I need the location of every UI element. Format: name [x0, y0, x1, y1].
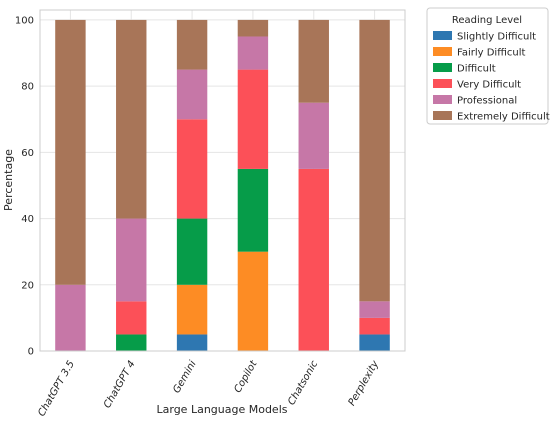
- y-tick-label: 100: [15, 15, 34, 26]
- bar-segment: [116, 218, 147, 302]
- legend-title: Reading Level: [452, 15, 522, 26]
- bar-segment: [176, 69, 208, 120]
- bar-segment: [237, 251, 269, 351]
- bar-segment: [176, 218, 208, 285]
- bar-segment: [176, 284, 208, 335]
- bar-segment: [298, 19, 329, 103]
- bar-segment: [237, 36, 269, 70]
- legend-swatch: [433, 47, 452, 56]
- bar-segment: [237, 19, 269, 37]
- bar-segment: [55, 19, 86, 285]
- legend-label: Professional: [457, 96, 517, 107]
- bars: [55, 19, 390, 351]
- legend-swatch: [433, 79, 452, 88]
- bar-segment: [176, 119, 208, 219]
- y-axis-label: Percentage: [2, 149, 15, 211]
- bar-segment: [298, 102, 329, 169]
- legend-label: Difficult: [457, 64, 496, 75]
- legend-box: [426, 7, 549, 125]
- bar-segment: [55, 284, 86, 351]
- legend-swatch: [433, 63, 452, 72]
- legend-items: Slightly Difficult Fairly Difficult Diffic…: [433, 31, 550, 123]
- bar-segment: [116, 19, 147, 219]
- plot-background: [40, 10, 405, 351]
- legend-swatch: [433, 31, 452, 40]
- y-tick-label: 80: [21, 82, 34, 93]
- bar-segment: [359, 334, 390, 351]
- legend-label: Very Difficult: [457, 80, 521, 91]
- x-axis-label: Large Language Models: [157, 403, 288, 416]
- legend-label: Fairly Difficult: [457, 48, 525, 59]
- x-tick-label: Copilot: [232, 358, 260, 395]
- legend-swatch: [433, 111, 452, 120]
- x-tick-label: Chatsonic: [286, 359, 320, 408]
- x-tick-label: Gemini: [171, 359, 198, 395]
- bar-segment: [298, 168, 329, 351]
- bar-segment: [359, 19, 390, 302]
- y-tick-label: 0: [28, 347, 34, 358]
- y-tick-label: 20: [21, 280, 34, 291]
- y-tick-label: 40: [21, 214, 34, 225]
- bar-segment: [237, 168, 269, 252]
- bar-segment: [116, 334, 147, 351]
- bar-segment: [237, 69, 269, 169]
- legend-swatch: [433, 95, 452, 104]
- bar-segment: [359, 317, 390, 335]
- x-tick-label: ChatGPT 3.5: [36, 359, 77, 418]
- legend-label: Slightly Difficult: [457, 32, 536, 43]
- x-tick-label: ChatGPT 4: [102, 359, 138, 410]
- legend-label: Extremely Difficult: [457, 112, 550, 123]
- bar-segment: [176, 334, 208, 351]
- bar-segment: [176, 19, 208, 70]
- plot-frame: [39, 9, 406, 352]
- legend: Reading Level Slightly Difficult Fairly D…: [426, 7, 550, 125]
- bar-segment: [359, 301, 390, 318]
- bar-segment: [116, 301, 147, 335]
- y-tick-label: 60: [21, 148, 34, 159]
- x-tick-label: Perplexity: [347, 358, 382, 408]
- y-tick-labels: 0 20 40 60 80 100: [15, 15, 34, 357]
